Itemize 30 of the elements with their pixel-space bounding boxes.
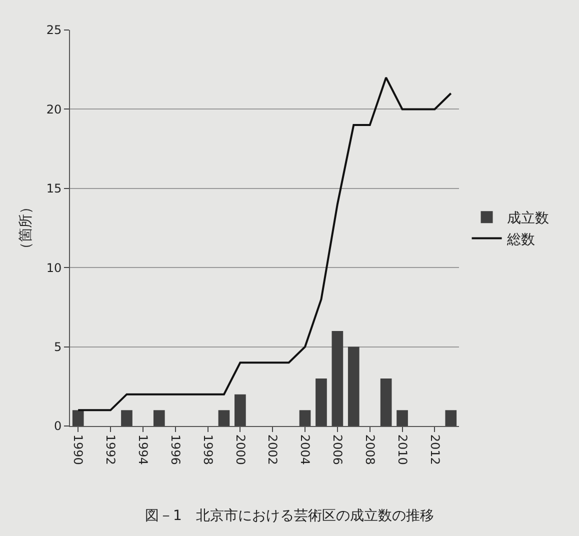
bar [121, 410, 132, 426]
x-tick-label: 1990 [71, 434, 86, 465]
y-tick-label: 15 [46, 182, 62, 196]
x-tick-label: 2012 [428, 434, 442, 465]
legend-label: 成立数 [506, 210, 549, 227]
bar [380, 378, 392, 426]
x-tick-label: 2008 [362, 434, 377, 465]
x-tick-label: 1998 [200, 434, 215, 465]
y-tick-label: 5 [54, 340, 62, 354]
y-axis-title: （箇所） [18, 200, 34, 256]
line-series [77, 76, 452, 412]
x-tick-label: 1996 [168, 434, 182, 465]
x-tick-label: 2004 [298, 434, 312, 465]
bar [348, 346, 360, 426]
x-tick-label: 2010 [395, 434, 410, 465]
x-tick-label: 2002 [266, 434, 280, 465]
y-tick-label: 25 [46, 23, 62, 38]
x-tick-label: 1992 [104, 434, 118, 465]
y-tick-label: 10 [46, 260, 62, 275]
bar [445, 410, 457, 426]
x-tick-label: 2000 [233, 434, 248, 465]
legend-label: 総数 [506, 232, 535, 248]
bar [153, 410, 165, 426]
bar [316, 378, 327, 426]
bar [218, 410, 230, 426]
x-tick-label: 2006 [330, 434, 345, 465]
y-tick-label: 20 [46, 102, 62, 116]
text: 図－1 北京市における芸術区の成立数の推移 [145, 508, 434, 524]
x-tick-label: 1994 [136, 434, 150, 465]
y-tick-label: 0 [54, 419, 62, 434]
